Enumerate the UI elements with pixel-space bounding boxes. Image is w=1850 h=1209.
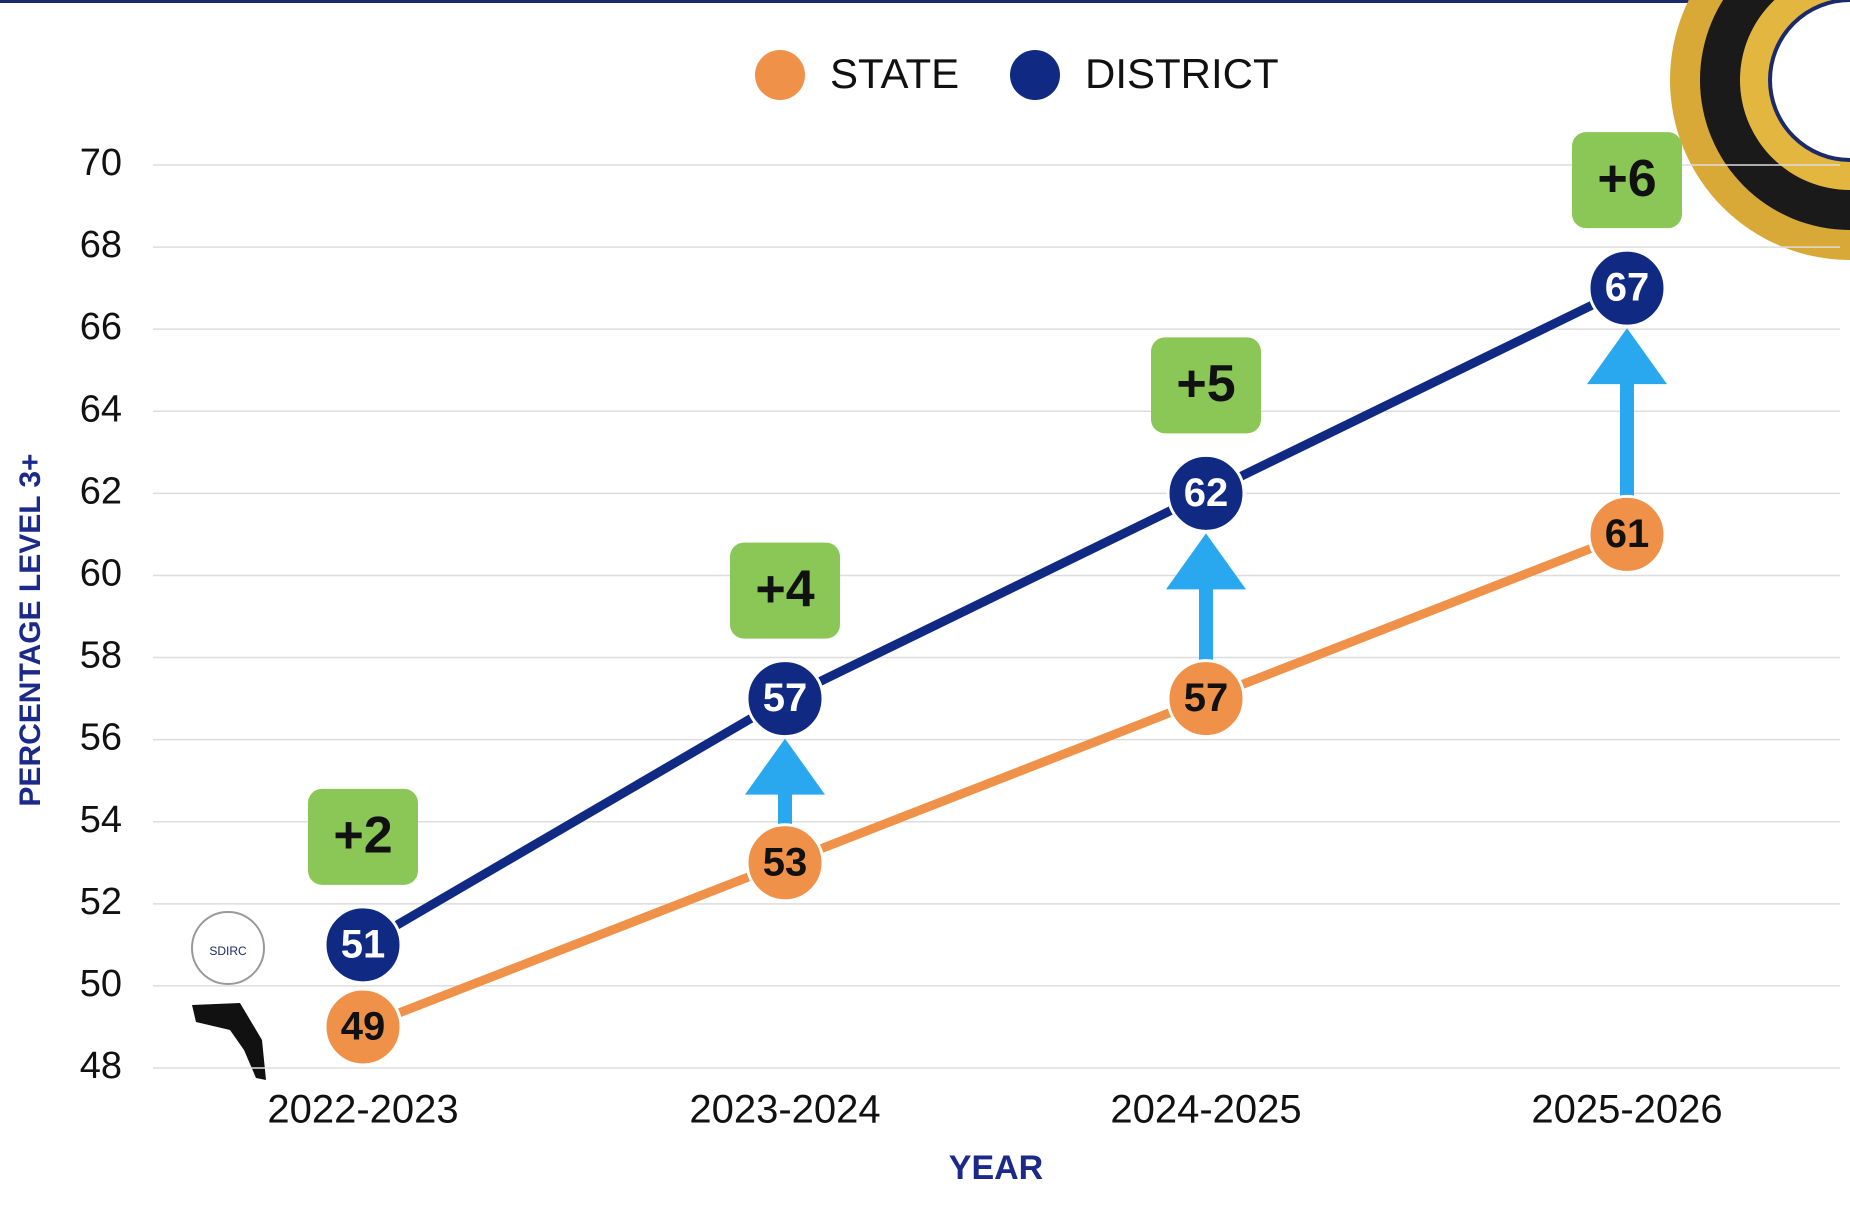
- data-label: 51: [341, 922, 386, 966]
- y-tick-label: 52: [80, 881, 122, 923]
- arrow-head: [1587, 328, 1667, 385]
- data-label: 57: [763, 676, 808, 720]
- data-label: 57: [1184, 676, 1229, 720]
- y-tick-label: 68: [80, 224, 122, 266]
- x-tick-label: 2024-2025: [1110, 1088, 1301, 1132]
- arrow-head: [1166, 533, 1246, 590]
- y-tick-label: 60: [80, 552, 122, 594]
- annotation: +2: [333, 807, 392, 865]
- annotation: +4: [755, 560, 814, 618]
- x-tick-label: 2025-2026: [1531, 1088, 1722, 1132]
- data-label: 67: [1605, 266, 1650, 310]
- logo-text: SDIRC: [209, 944, 247, 958]
- data-label: 61: [1605, 512, 1650, 556]
- x-tick-label: 2023-2024: [689, 1088, 880, 1132]
- series-line: [361, 530, 1629, 1032]
- legend-marker: [1010, 50, 1060, 100]
- annotation-box: [1572, 132, 1682, 229]
- legend-label: DISTRICT: [1085, 50, 1279, 97]
- data-label: 62: [1184, 471, 1229, 515]
- y-axis-label: PERCENTAGE LEVEL 3+: [14, 453, 47, 806]
- top-border: [0, 0, 1850, 3]
- x-axis-label: YEAR: [949, 1149, 1043, 1187]
- y-tick-label: 70: [80, 142, 122, 184]
- y-tick-label: 64: [80, 388, 122, 430]
- data-label: 53: [763, 840, 808, 884]
- annotation-box: [308, 788, 418, 885]
- y-tick-label: 62: [80, 470, 122, 512]
- data-point: [1587, 494, 1667, 574]
- data-point: [323, 987, 403, 1067]
- arrow-head: [745, 738, 825, 795]
- data-point: [1166, 659, 1246, 739]
- seal: [1670, 0, 1850, 260]
- y-tick-label: 48: [80, 1045, 122, 1087]
- y-tick-label: 50: [80, 963, 122, 1005]
- y-tick-label: 54: [80, 799, 122, 841]
- data-point: [745, 659, 825, 739]
- legend-marker: [755, 50, 805, 100]
- annotation-box: [1151, 337, 1261, 434]
- data-point: [1166, 453, 1246, 533]
- annotation: +6: [1597, 150, 1656, 208]
- y-tick-label: 58: [80, 635, 122, 677]
- y-tick-label: 56: [80, 717, 122, 759]
- data-point: [323, 905, 403, 985]
- legend-label: STATE: [830, 50, 959, 97]
- annotation-box: [730, 542, 840, 639]
- y-tick-label: 66: [80, 306, 122, 348]
- data-point: [745, 823, 825, 903]
- data-label: 49: [341, 1005, 386, 1049]
- series-line: [360, 284, 1629, 949]
- x-tick-label: 2022-2023: [267, 1088, 458, 1132]
- data-point: [1587, 248, 1667, 328]
- logo: SDIRC: [191, 911, 266, 1080]
- annotation: +5: [1176, 355, 1235, 413]
